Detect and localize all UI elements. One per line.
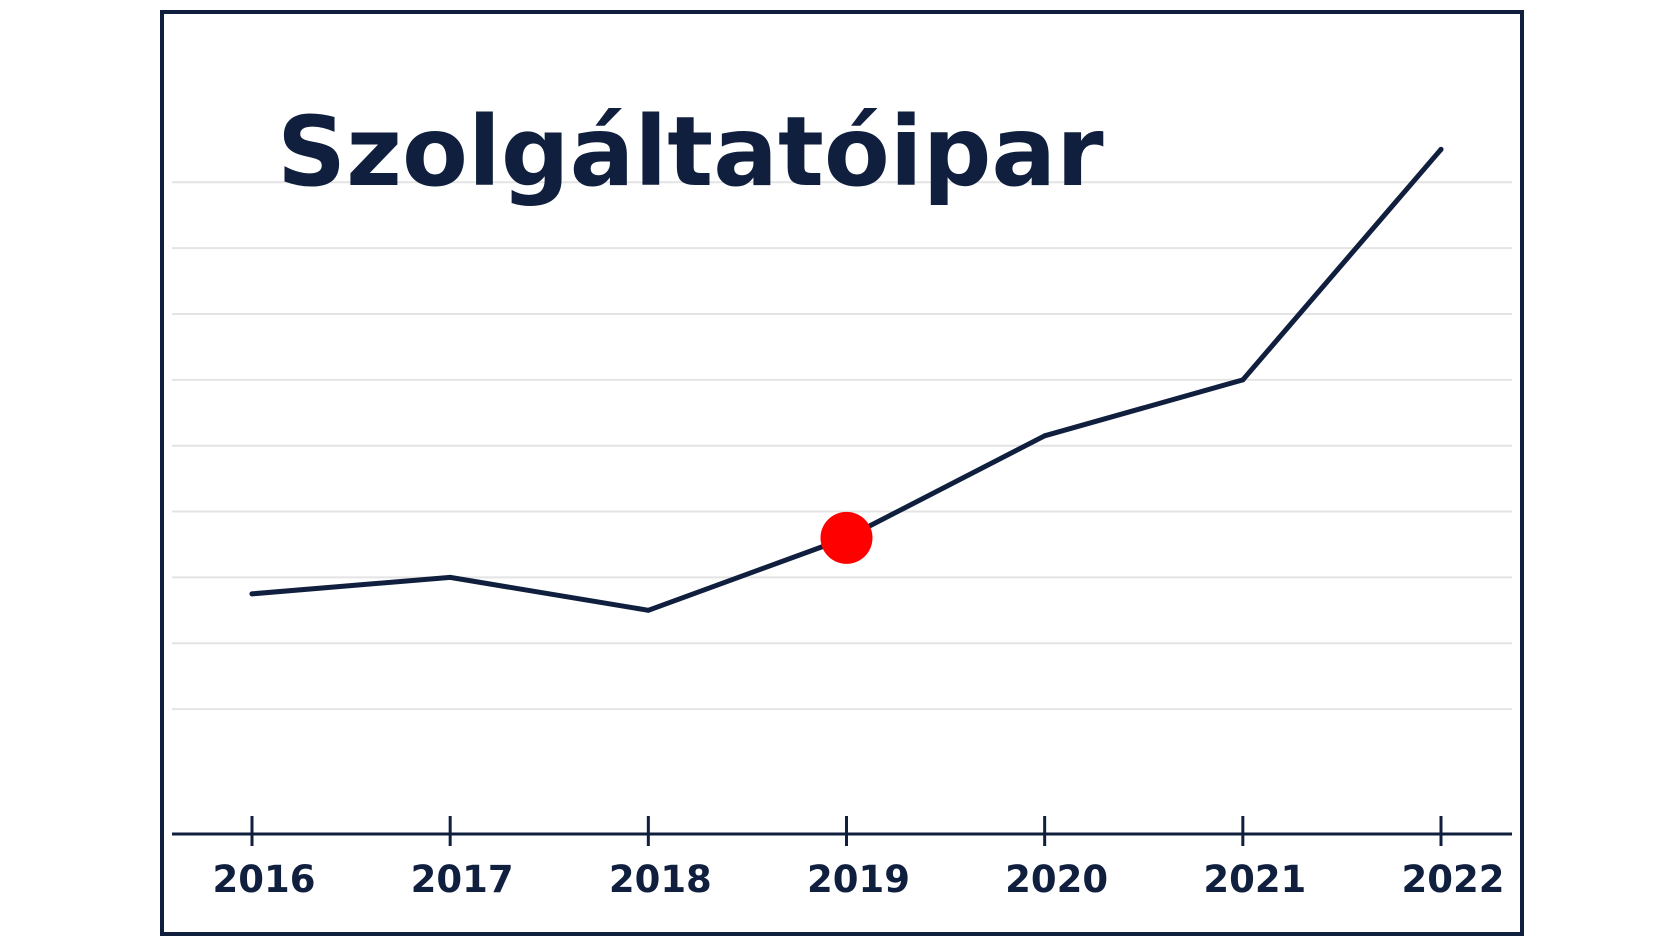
chart-title: Szolgáltatóipar xyxy=(277,96,1104,208)
x-tick-label-2022: 2022 xyxy=(1402,858,1505,901)
x-tick-label-2018: 2018 xyxy=(609,858,712,901)
x-tick-label-2021: 2021 xyxy=(1203,858,1306,901)
x-tick-labels: 2016 2017 2018 2019 2020 2021 2022 xyxy=(213,858,1505,901)
data-point-2022 xyxy=(1438,146,1444,152)
grid-layer xyxy=(172,181,1512,711)
data-point-2016 xyxy=(249,591,255,597)
data-point-2017 xyxy=(447,574,453,580)
series-layer xyxy=(249,146,1444,613)
x-tick-label-2016: 2016 xyxy=(213,858,316,901)
data-point-2021 xyxy=(1240,377,1246,383)
x-tick-label-2020: 2020 xyxy=(1005,858,1108,901)
x-axis xyxy=(172,816,1512,846)
x-tick-label-2017: 2017 xyxy=(411,858,514,901)
data-point-2020 xyxy=(1042,433,1048,439)
highlight-marker xyxy=(820,511,873,564)
x-tick-label-2019: 2019 xyxy=(807,858,910,901)
data-point-2018 xyxy=(645,607,651,613)
line-chart: Szolgáltatóipar 2016 2017 2018 2019 2020 2021… xyxy=(172,96,1512,901)
chart-frame: Szolgáltatóipar 2016 2017 2018 2019 2020 2021… xyxy=(160,10,1524,936)
